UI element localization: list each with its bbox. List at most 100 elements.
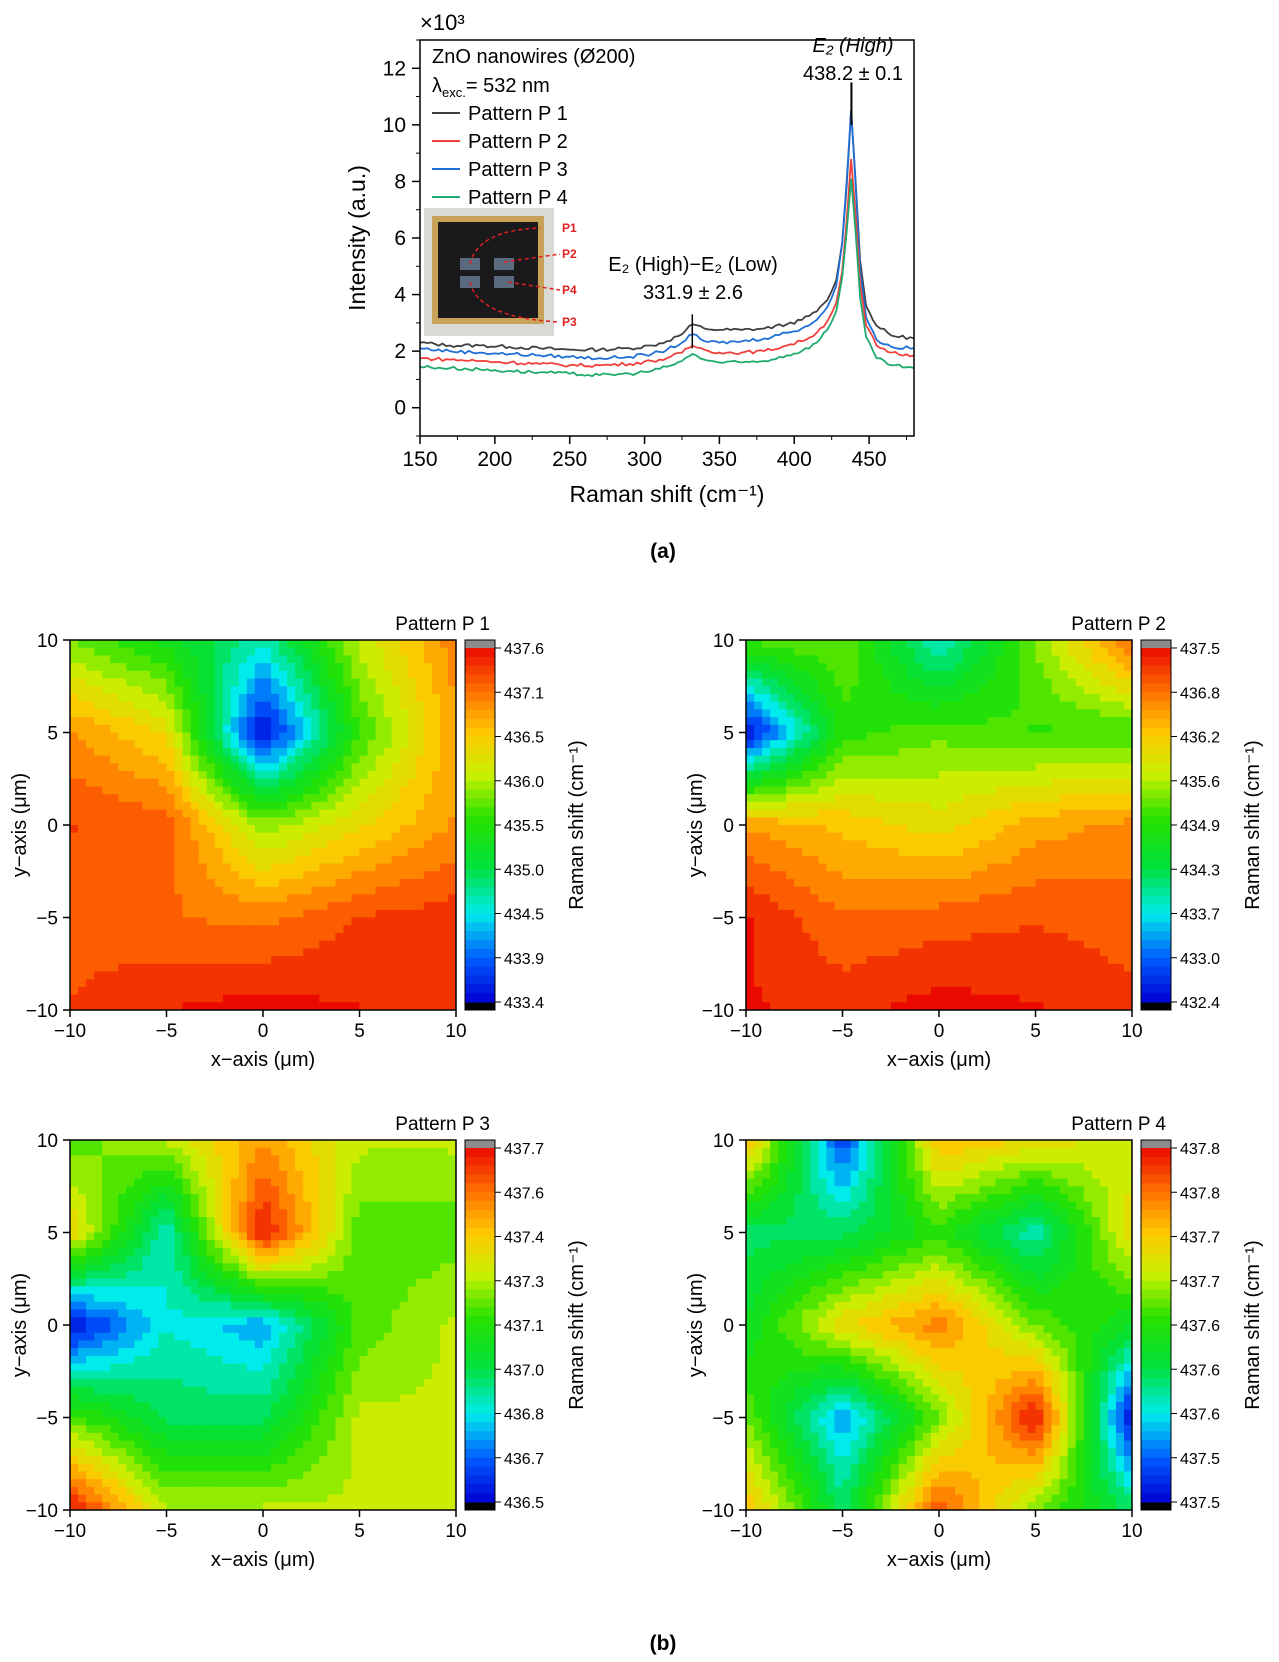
heatmap-cell [214,1140,224,1149]
heatmap-cell [150,709,160,718]
heatmap-cell [279,963,288,973]
colorbar-segment [465,745,495,755]
heatmap-cell [198,755,208,764]
heatmap-cell [263,925,272,934]
heatmap-cell [279,956,288,965]
heatmap-cell [174,701,184,710]
heatmap-cell [439,917,449,926]
heatmap-cell [770,940,779,949]
heatmap-cell [279,848,288,857]
heatmap-cell [770,840,779,849]
heatmap-cell [415,940,425,949]
heatmap-cell [246,840,256,849]
heatmap-cell [930,832,940,842]
heatmap-cell [1067,855,1077,865]
heatmap-cell [407,932,417,942]
heatmap-cell [118,771,127,780]
heatmap-cell [319,994,328,1003]
heatmap-cell [271,902,280,911]
heatmap-cell [407,724,417,734]
heatmap-cell [311,855,320,865]
heatmap-cell [246,755,256,764]
series-line-p3 [420,110,914,361]
heatmap-cell [778,956,787,965]
heatmap-cell [1123,840,1132,849]
colorbar-segment [465,886,495,897]
heatmap-cell [311,763,320,772]
heatmap-cell [94,994,103,1003]
inset-callout-p2 [503,253,561,263]
heatmap-cell [794,956,803,965]
heatmap-cell [810,755,819,764]
heatmap-cell [423,670,433,680]
heatmap-cell [778,778,787,788]
heatmap-cell [842,786,852,795]
heatmap-cell [190,855,200,865]
heatmap-cell [351,1002,361,1010]
heatmap-cell [198,963,208,973]
heatmap-cell [1051,794,1061,803]
heatmap-cell [1091,902,1101,911]
heatmap-cell [327,940,336,949]
heatmap-cell [1051,663,1061,672]
heatmap-cell [142,786,152,795]
heatmap-cell [70,724,79,734]
heatmap-cell [222,809,232,818]
heatmap-cell [1115,678,1125,687]
heatmap-cell [842,655,852,664]
heatmap-cell [110,640,119,649]
heatmap-cell [906,986,916,996]
heatmap-cell [174,894,184,903]
heatmap-cell [914,786,924,795]
heatmap-cell [134,863,143,872]
heatmap-cell [327,825,336,834]
heatmap-cell [890,963,900,973]
heatmap-cell [746,717,755,726]
heatmap-cell [238,925,248,934]
heatmap-cell [263,678,272,687]
heatmap-cell [955,655,964,664]
heatmap-cell [1051,747,1061,757]
heatmap-cell [174,678,184,687]
heatmap-cell [126,956,135,965]
heatmap-cell [158,878,168,888]
heatmap-cell [866,771,876,780]
heatmap-cell [254,693,264,703]
heatmap-cell [287,848,296,857]
heatmap-cell [174,956,184,965]
heatmap-cell [842,640,852,649]
heatmap-cell [762,986,771,996]
heatmap-cell [834,979,844,988]
heatmap-cell [126,794,135,803]
heatmap-cell [939,801,948,811]
heatmap-cell [158,848,168,857]
heatmap-cell [311,986,320,996]
heatmap-cell [254,717,264,726]
heatmap-cell [230,940,240,949]
heatmap-cell [786,871,795,880]
heatmap-cell [254,825,264,834]
heatmap-cell [190,1140,200,1149]
heatmap-cell [947,724,956,734]
heatmap-cell [78,1140,87,1149]
heatmap-cell [858,740,868,749]
heatmap-cell [1035,863,1045,872]
heatmap-cell [367,709,377,718]
heatmap-cell [1011,709,1021,718]
heatmap-cell [158,763,168,772]
heatmap-cell [858,794,868,803]
heatmap-cell [874,1002,884,1010]
heatmap-cell [335,948,345,957]
heatmap-cell [770,971,779,980]
heatmap-cell [955,740,964,749]
heatmap-cell [874,948,884,957]
heatmap-cell [1091,724,1101,734]
heatmap-cell [1083,670,1093,680]
heatmap-cell [922,740,932,749]
heatmap-cell [415,817,425,826]
heatmap-cell [1035,678,1045,687]
heatmap-cell [987,717,996,726]
heatmap-cell [311,1002,320,1010]
heatmap-cell [431,886,441,895]
heatmap-cell [1115,709,1125,718]
